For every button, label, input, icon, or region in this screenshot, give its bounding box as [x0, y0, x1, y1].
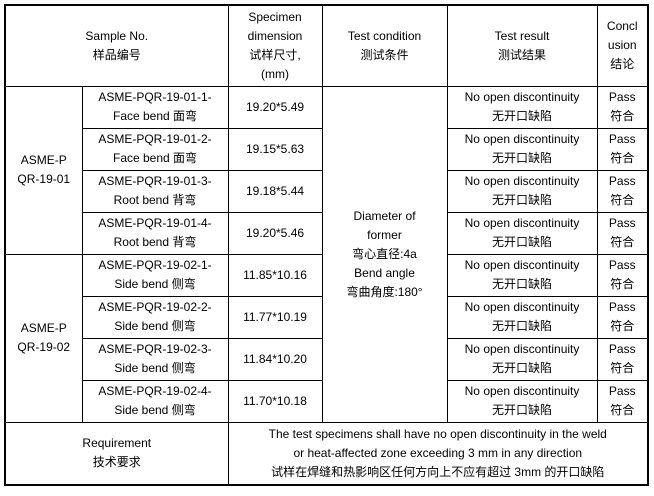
conclusion-cell: Pass 符合 [596, 337, 649, 381]
specimen-name-cell: ASME-PQR-19-01-3- Root bend 背弯 [81, 169, 229, 213]
header-sample-no: Sample No. 样品编号 [4, 4, 229, 87]
conclusion-cell: Pass 符合 [596, 127, 649, 171]
test-condition-cell: Diameter of former 弯心直径:4a Bend angle 弯曲… [321, 85, 448, 423]
result-cell: No open discontinuity 无开口缺陷 [446, 169, 598, 213]
dimension-cell: 19.15*5.63 [227, 127, 323, 171]
conclusion-cell: Pass 符合 [596, 85, 649, 129]
result-cell: No open discontinuity 无开口缺陷 [446, 85, 598, 129]
specimen-name-cell: ASME-PQR-19-02-4- Side bend 侧弯 [81, 379, 229, 423]
result-cell: No open discontinuity 无开口缺陷 [446, 379, 598, 423]
table-row: ASME-P QR-19-01 ASME-PQR-19-01-1- Face b… [4, 85, 649, 423]
requirement-text-cell: The test specimens shall have no open di… [227, 421, 649, 486]
table-header-row: Sample No. 样品编号 Specimen dimension 试样尺寸,… [4, 4, 649, 87]
table-row: ASME-PQR-19-01-3- Root bend 背弯 19.18*5.4… [5, 169, 649, 213]
header-test-condition: Test condition 测试条件 [321, 4, 448, 87]
sample-group-cell: ASME-P QR-19-02 [4, 253, 83, 423]
result-cell: No open discontinuity 无开口缺陷 [446, 337, 598, 381]
table-row: ASME-PQR-19-02-3- Side bend 侧弯 11.84*10.… [5, 337, 649, 381]
conclusion-cell: Pass 符合 [596, 253, 649, 297]
requirement-row: Requirement 技术要求 The test specimens shal… [4, 421, 649, 486]
bend-test-report-table: Sample No. 样品编号 Specimen dimension 试样尺寸,… [4, 4, 650, 486]
sample-group-cell: ASME-P QR-19-01 [4, 85, 83, 255]
dimension-cell: 11.85*10.16 [227, 253, 323, 297]
result-cell: No open discontinuity 无开口缺陷 [446, 211, 598, 255]
result-cell: No open discontinuity 无开口缺陷 [446, 253, 598, 297]
table-row: ASME-PQR-19-02-2- Side bend 侧弯 11.77*10.… [5, 295, 649, 339]
result-cell: No open discontinuity 无开口缺陷 [446, 127, 598, 171]
specimen-name-cell: ASME-PQR-19-02-1- Side bend 侧弯 [81, 253, 229, 297]
specimen-name-cell: ASME-PQR-19-02-3- Side bend 侧弯 [81, 337, 229, 381]
table-row: ASME-P QR-19-02 ASME-PQR-19-02-1- Side b… [4, 253, 649, 423]
conclusion-cell: Pass 符合 [596, 169, 649, 213]
conclusion-cell: Pass 符合 [596, 295, 649, 339]
requirement-label-cell: Requirement 技术要求 [4, 421, 229, 486]
specimen-name-cell: ASME-PQR-19-02-2- Side bend 侧弯 [81, 295, 229, 339]
dimension-cell: 11.77*10.19 [227, 295, 323, 339]
table-row: ASME-PQR-19-02-4- Side bend 侧弯 11.70*10.… [5, 379, 649, 423]
header-specimen-dimension: Specimen dimension 试样尺寸, (mm) [227, 4, 323, 87]
specimen-name-cell: ASME-PQR-19-01-2- Face bend 面弯 [81, 127, 229, 171]
dimension-cell: 19.18*5.44 [227, 169, 323, 213]
dimension-cell: 11.84*10.20 [227, 337, 323, 381]
dimension-cell: 19.20*5.49 [227, 85, 323, 129]
table-row: ASME-PQR-19-01-2- Face bend 面弯 19.15*5.6… [5, 127, 649, 171]
dimension-cell: 11.70*10.18 [227, 379, 323, 423]
conclusion-cell: Pass 符合 [596, 211, 649, 255]
conclusion-cell: Pass 符合 [596, 379, 649, 423]
table-row: ASME-PQR-19-01-4- Root bend 背弯 19.20*5.4… [5, 211, 649, 255]
specimen-name-cell: ASME-PQR-19-01-1- Face bend 面弯 [81, 85, 229, 129]
header-conclusion: Concl usion 结论 [596, 4, 649, 87]
dimension-cell: 19.20*5.46 [227, 211, 323, 255]
result-cell: No open discontinuity 无开口缺陷 [446, 295, 598, 339]
specimen-name-cell: ASME-PQR-19-01-4- Root bend 背弯 [81, 211, 229, 255]
header-test-result: Test result 测试结果 [446, 4, 598, 87]
